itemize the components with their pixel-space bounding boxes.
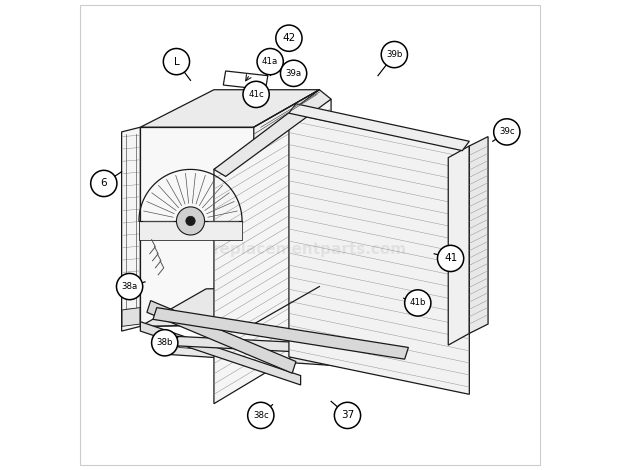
- Polygon shape: [139, 221, 242, 240]
- Polygon shape: [448, 146, 469, 345]
- Polygon shape: [223, 71, 268, 90]
- Text: 41c: 41c: [248, 90, 264, 99]
- Circle shape: [280, 60, 307, 86]
- Circle shape: [247, 402, 274, 429]
- Text: 41a: 41a: [262, 57, 278, 66]
- Text: 38b: 38b: [156, 338, 173, 347]
- Circle shape: [152, 329, 178, 356]
- Polygon shape: [214, 99, 331, 404]
- Text: 38c: 38c: [253, 411, 268, 420]
- Text: 37: 37: [341, 410, 354, 421]
- Circle shape: [257, 48, 283, 75]
- Polygon shape: [140, 90, 319, 127]
- Text: 6: 6: [100, 179, 107, 188]
- Circle shape: [91, 170, 117, 196]
- Polygon shape: [140, 127, 254, 326]
- Circle shape: [381, 41, 407, 68]
- Circle shape: [177, 207, 205, 235]
- Text: 38a: 38a: [122, 282, 138, 291]
- Polygon shape: [122, 127, 140, 331]
- Circle shape: [438, 245, 464, 272]
- Polygon shape: [153, 308, 409, 359]
- Text: 41: 41: [444, 253, 457, 263]
- Text: 39b: 39b: [386, 50, 402, 59]
- Circle shape: [334, 402, 361, 429]
- Polygon shape: [254, 90, 319, 324]
- Text: 41b: 41b: [410, 298, 426, 307]
- Circle shape: [117, 274, 143, 300]
- Circle shape: [494, 119, 520, 145]
- Polygon shape: [122, 308, 140, 326]
- Polygon shape: [289, 113, 469, 394]
- Text: 39c: 39c: [499, 127, 515, 136]
- Circle shape: [186, 216, 195, 226]
- Circle shape: [163, 48, 190, 75]
- Text: 42: 42: [282, 33, 296, 43]
- Polygon shape: [289, 104, 469, 151]
- Polygon shape: [140, 287, 319, 326]
- Polygon shape: [169, 346, 415, 371]
- Polygon shape: [140, 321, 301, 385]
- Text: 39a: 39a: [286, 69, 302, 78]
- Circle shape: [243, 81, 269, 108]
- Text: replacementparts.com: replacementparts.com: [213, 242, 407, 257]
- Polygon shape: [162, 336, 399, 357]
- Polygon shape: [469, 137, 488, 333]
- Polygon shape: [179, 339, 422, 365]
- Text: L: L: [174, 56, 179, 67]
- Circle shape: [276, 25, 302, 51]
- Polygon shape: [214, 90, 331, 176]
- Polygon shape: [147, 301, 296, 373]
- Circle shape: [405, 290, 431, 316]
